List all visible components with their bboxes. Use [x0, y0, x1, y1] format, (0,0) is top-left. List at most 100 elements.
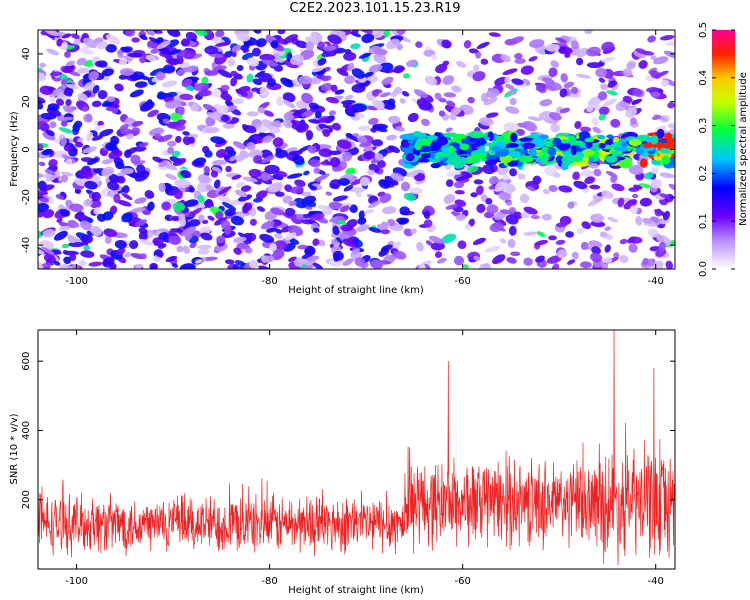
heatmap-cell — [383, 30, 391, 38]
colorbar-tick-label: 0.1 — [698, 213, 709, 229]
heatmap-cell — [116, 199, 132, 207]
heatmap-cell — [55, 31, 66, 37]
heatmap-cell — [94, 60, 103, 68]
heatmap-cell — [530, 214, 540, 220]
heatmap-cell — [321, 75, 332, 82]
x-axis-label-bottom: Height of straight line (km) — [288, 585, 424, 596]
heatmap-cell — [174, 179, 191, 188]
heatmap-cell — [349, 187, 365, 193]
heatmap-cell — [68, 241, 85, 248]
heatmap-cell — [420, 153, 432, 159]
heatmap-cell — [180, 38, 190, 47]
heatmap-cell — [58, 116, 75, 121]
heatmap-cell — [451, 85, 462, 93]
heatmap-cell — [400, 139, 410, 148]
heatmap-cell — [182, 245, 191, 254]
heatmap-cell — [366, 169, 376, 176]
heatmap-cell — [354, 257, 366, 267]
heatmap-cell — [318, 117, 331, 123]
heatmap-cell — [578, 131, 591, 141]
heatmap-cell — [323, 45, 337, 51]
bottom-axes: -100 -80 -60 -40 200 400 600 — [21, 330, 675, 587]
heatmap-cell — [117, 49, 124, 57]
heatmap-cell — [282, 92, 296, 103]
heatmap-cell — [44, 169, 55, 175]
heatmap-cell — [360, 30, 374, 34]
heatmap-cell — [65, 99, 72, 106]
heatmap-cell — [82, 146, 97, 154]
heatmap-cell — [101, 68, 114, 77]
heatmap-cell — [662, 210, 671, 221]
heatmap-cell — [138, 142, 149, 148]
heatmap-cell — [248, 259, 259, 269]
heatmap-cell — [121, 192, 133, 201]
heatmap-cell — [384, 175, 399, 186]
heatmap-cell — [231, 44, 242, 53]
heatmap-cell — [368, 227, 382, 233]
heatmap-cell — [328, 201, 342, 210]
heatmap-cell — [378, 179, 391, 189]
heatmap-cell — [584, 30, 594, 35]
heatmap-cell — [328, 110, 336, 116]
heatmap-cell — [586, 105, 594, 113]
heatmap-cell — [576, 47, 589, 58]
heatmap-cell — [386, 38, 400, 50]
heatmap-cell — [312, 262, 323, 269]
heatmap-cell — [55, 194, 65, 200]
heatmap-cell — [492, 254, 506, 265]
heatmap-cell — [197, 174, 211, 184]
heatmap-cell — [533, 242, 541, 250]
heatmap-cell — [563, 81, 575, 89]
heatmap-cell — [61, 174, 69, 183]
heatmap-cell — [549, 112, 562, 121]
heatmap-cell — [99, 128, 114, 137]
heatmap-cell — [218, 186, 232, 195]
heatmap-cell — [584, 137, 595, 143]
heatmap-cell — [125, 133, 135, 140]
heatmap-cell — [623, 68, 633, 77]
heatmap-cell — [41, 149, 53, 156]
heatmap-cell — [312, 238, 320, 247]
heatmap-cell — [147, 201, 155, 211]
heatmap-cell — [498, 191, 511, 201]
heatmap-cell — [129, 240, 139, 250]
heatmap-cell — [270, 40, 279, 49]
heatmap-cell — [580, 169, 594, 178]
heatmap-cell — [311, 67, 324, 73]
heatmap-cell — [235, 153, 246, 162]
y-tick-label: 600 — [21, 352, 32, 371]
heatmap-cell — [430, 162, 441, 169]
heatmap-cell — [271, 249, 285, 261]
x-tick-label: -40 — [648, 276, 664, 287]
heatmap-cell — [445, 179, 454, 187]
heatmap-cell — [413, 89, 428, 98]
heatmap-cell — [472, 237, 486, 245]
heatmap-cell — [305, 41, 314, 51]
heatmap-cell — [542, 188, 550, 195]
heatmap-cell — [528, 56, 538, 62]
heatmap-cell — [564, 139, 577, 144]
heatmap-cell — [214, 217, 227, 226]
x-tick-label: -100 — [65, 276, 88, 287]
heatmap-cell — [535, 255, 545, 263]
heatmap-cell — [292, 154, 305, 165]
heatmap-cell — [342, 151, 353, 162]
heatmap-cell — [610, 118, 621, 128]
heatmap-cell — [651, 167, 659, 174]
heatmap-cell — [650, 179, 662, 189]
heatmap-cell — [358, 210, 365, 220]
heatmap-cell — [49, 71, 63, 77]
heatmap-cell — [140, 253, 147, 260]
heatmap-cell — [308, 102, 320, 110]
heatmap-cell — [65, 158, 73, 166]
heatmap-cell — [177, 106, 185, 116]
heatmap-cell — [393, 86, 403, 95]
heatmap-cell — [388, 115, 401, 124]
heatmap-cell — [381, 244, 393, 252]
heatmap-cell — [181, 78, 193, 87]
heatmap-cell — [162, 118, 171, 124]
heatmap-cell — [351, 83, 366, 93]
heatmap-cell — [66, 84, 80, 90]
heatmap-cell — [591, 246, 601, 255]
heatmap-cell — [270, 207, 285, 216]
